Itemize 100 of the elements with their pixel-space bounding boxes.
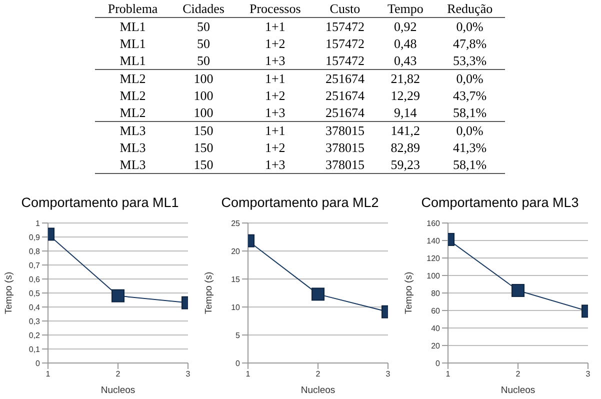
text: 43,7% bbox=[453, 88, 487, 103]
y-tick-label: 15 bbox=[231, 274, 241, 284]
x-axis-title: Nucleos bbox=[100, 385, 136, 396]
text: 0,0% bbox=[456, 71, 484, 86]
text: 1+2 bbox=[264, 88, 286, 103]
text: 0,0% bbox=[456, 19, 484, 34]
y-tick-label: 120 bbox=[426, 254, 441, 263]
x-tick-label: 2 bbox=[116, 370, 121, 379]
text: ML1 bbox=[120, 36, 146, 51]
text: 100 bbox=[194, 71, 214, 86]
y-axis-title: Tempo (s) bbox=[403, 272, 414, 314]
y-tick-label: 0,1 bbox=[28, 344, 41, 354]
text: 150 bbox=[194, 140, 214, 155]
category-label: Custo bbox=[328, 0, 362, 18]
category-label: Processos bbox=[248, 0, 302, 18]
text: 41,3% bbox=[453, 140, 487, 155]
text: ML3 bbox=[120, 123, 146, 138]
y-axis-title: Tempo (s) bbox=[3, 272, 14, 314]
y-tick-label: 0,5 bbox=[28, 288, 41, 298]
text: 1+1 bbox=[264, 19, 286, 34]
text: 82,89 bbox=[390, 140, 420, 155]
x-tick-label: 3 bbox=[386, 370, 391, 379]
text: 53,3% bbox=[453, 53, 487, 68]
text: 150 bbox=[194, 157, 214, 172]
text: ML2 bbox=[120, 71, 146, 86]
x-tick-label: 1 bbox=[246, 370, 251, 379]
text: 157472 bbox=[325, 19, 364, 34]
text: 1+1 bbox=[264, 71, 286, 86]
x-tick-label: 1 bbox=[46, 370, 51, 379]
text: 1+2 bbox=[264, 140, 286, 155]
text: 150 bbox=[194, 123, 214, 138]
text: 378015 bbox=[325, 157, 364, 172]
chart-title: Comportamento para ML2 bbox=[220, 195, 380, 212]
x-tick-label: 1 bbox=[446, 370, 451, 379]
text: ML2 bbox=[120, 105, 146, 120]
text: 1+3 bbox=[264, 157, 286, 172]
text: ML3 bbox=[120, 157, 146, 172]
text: 378015 bbox=[325, 123, 364, 138]
text: 58,1% bbox=[453, 105, 487, 120]
text: ML1 bbox=[120, 53, 146, 68]
y-tick-label: 20 bbox=[431, 341, 441, 350]
y-tick-label: 0,6 bbox=[28, 274, 41, 284]
text: 157472 bbox=[325, 53, 364, 68]
y-tick-label: 40 bbox=[431, 324, 441, 333]
text: 0,0% bbox=[456, 123, 484, 138]
text: ML3 bbox=[120, 140, 146, 155]
category-label: Problema bbox=[106, 0, 159, 18]
y-tick-label: 5 bbox=[236, 330, 241, 340]
text: 1+2 bbox=[264, 36, 286, 51]
text: 1+3 bbox=[264, 53, 286, 68]
y-tick-label: 0,4 bbox=[28, 302, 41, 312]
x-tick-label: 3 bbox=[186, 370, 191, 379]
text: 1+3 bbox=[264, 105, 286, 120]
x-tick-label: 3 bbox=[586, 370, 591, 379]
text: 0,48 bbox=[394, 36, 417, 51]
y-tick-label: 100 bbox=[426, 271, 441, 280]
y-tick-label: 0,9 bbox=[28, 232, 41, 242]
y-tick-label: 0 bbox=[436, 358, 441, 368]
text: 9,14 bbox=[394, 105, 417, 120]
y-tick-label: 10 bbox=[231, 302, 241, 312]
category-label: Tempo bbox=[386, 0, 424, 18]
y-tick-label: 20 bbox=[231, 246, 241, 256]
y-tick-label: 1 bbox=[36, 218, 41, 228]
text: 50 bbox=[197, 19, 210, 34]
category-label: Cidades bbox=[182, 0, 226, 18]
x-tick-label: 2 bbox=[316, 370, 321, 379]
text: 0,92 bbox=[394, 19, 417, 34]
y-tick-label: 0,7 bbox=[28, 260, 41, 270]
text: 251674 bbox=[325, 105, 364, 120]
y-tick-label: 25 bbox=[231, 218, 241, 228]
y-tick-label: 0 bbox=[236, 358, 241, 368]
text: 157472 bbox=[325, 36, 364, 51]
y-tick-label: 0,2 bbox=[28, 330, 41, 340]
text: 141,2 bbox=[390, 123, 420, 138]
text: 50 bbox=[197, 36, 210, 51]
text: 21,82 bbox=[390, 71, 420, 86]
x-axis-title: Nucleos bbox=[500, 385, 536, 396]
chart-title: Comportamento para ML3 bbox=[420, 195, 580, 212]
text: ML2 bbox=[120, 88, 146, 103]
text: 251674 bbox=[325, 88, 364, 103]
y-tick-label: 80 bbox=[431, 288, 441, 298]
text: ML1 bbox=[120, 19, 146, 34]
text: 100 bbox=[194, 105, 214, 120]
y-tick-label: 0 bbox=[36, 358, 41, 368]
text: 1+1 bbox=[264, 123, 286, 138]
y-tick-label: 60 bbox=[431, 306, 441, 316]
text: 47,8% bbox=[453, 36, 487, 51]
text: 378015 bbox=[325, 140, 364, 155]
y-tick-label: 160 bbox=[426, 218, 441, 228]
text: 100 bbox=[194, 88, 214, 103]
text: 251674 bbox=[325, 71, 364, 86]
text: 0,43 bbox=[394, 53, 417, 68]
text: 50 bbox=[197, 53, 210, 68]
y-tick-label: 0,3 bbox=[28, 316, 41, 326]
chart-title: Comportamento para ML1 bbox=[20, 195, 180, 212]
category-label: Redução bbox=[446, 0, 494, 18]
y-tick-label: 0,8 bbox=[28, 246, 41, 256]
text: 12,29 bbox=[390, 88, 420, 103]
y-tick-label: 140 bbox=[426, 236, 441, 246]
x-tick-label: 2 bbox=[516, 370, 521, 379]
